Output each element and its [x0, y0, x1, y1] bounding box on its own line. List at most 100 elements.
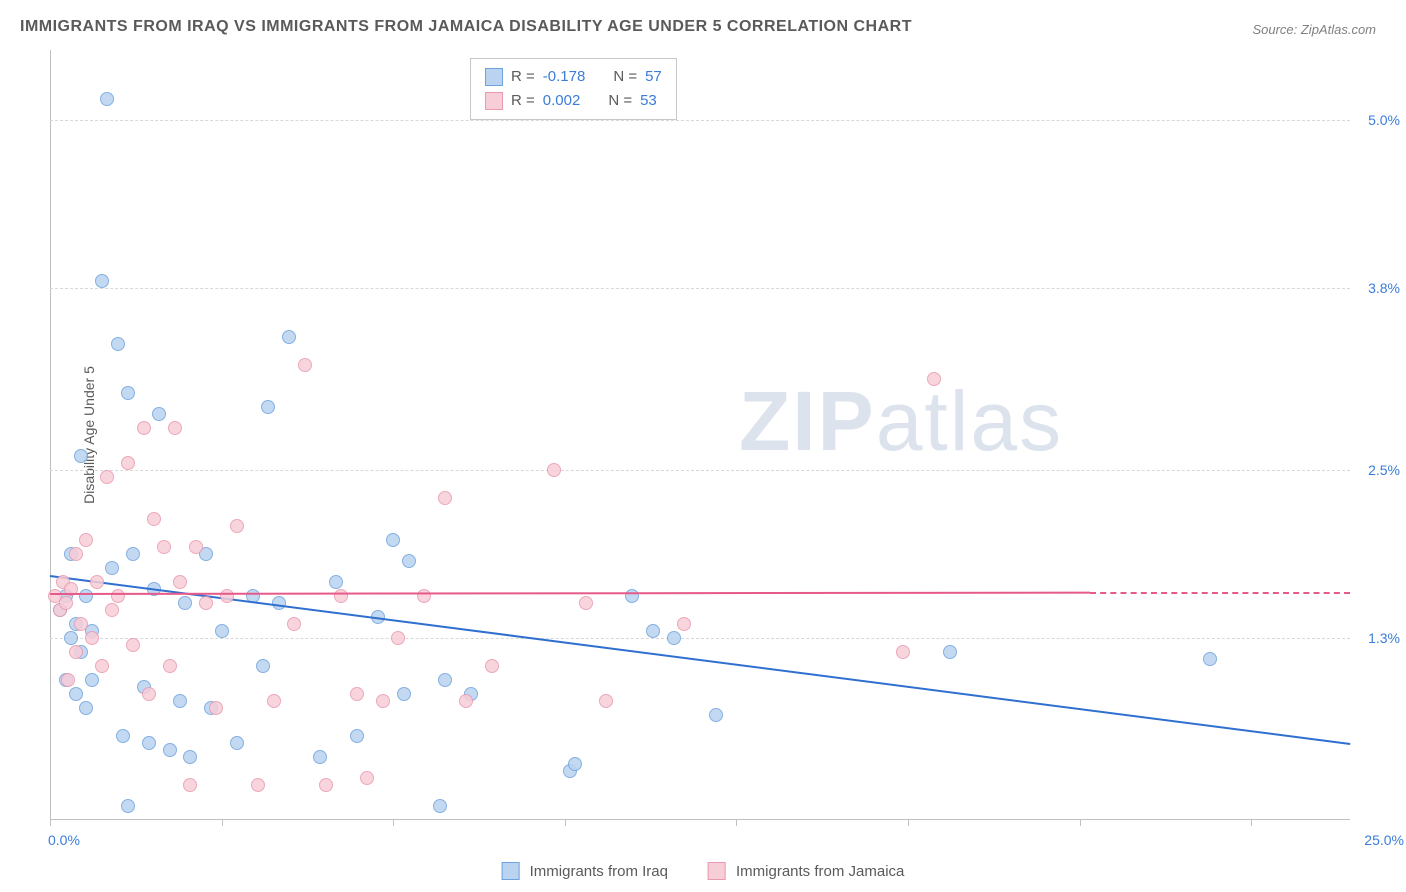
- data-point: [85, 631, 99, 645]
- data-point: [142, 687, 156, 701]
- data-point: [209, 701, 223, 715]
- data-point: [64, 631, 78, 645]
- correlation-legend: R = -0.178 N = 57 R = 0.002 N = 53: [470, 58, 677, 120]
- grid-line: [50, 288, 1350, 289]
- data-point: [168, 421, 182, 435]
- data-point: [709, 708, 723, 722]
- data-point: [402, 554, 416, 568]
- data-point: [896, 645, 910, 659]
- data-point: [85, 673, 99, 687]
- data-point: [677, 617, 691, 631]
- data-point: [251, 778, 265, 792]
- data-point: [74, 449, 88, 463]
- data-point: [568, 757, 582, 771]
- data-point: [282, 330, 296, 344]
- legend-swatch-jamaica: [485, 92, 503, 110]
- x-tick-mark: [908, 820, 909, 826]
- data-point: [261, 400, 275, 414]
- data-point: [116, 729, 130, 743]
- data-point: [121, 799, 135, 813]
- data-point: [313, 750, 327, 764]
- data-point: [147, 512, 161, 526]
- data-point: [319, 778, 333, 792]
- data-point: [334, 589, 348, 603]
- data-point: [386, 533, 400, 547]
- data-point: [397, 687, 411, 701]
- data-point: [178, 596, 192, 610]
- data-point: [350, 729, 364, 743]
- data-point: [329, 575, 343, 589]
- data-point: [256, 659, 270, 673]
- data-point: [74, 617, 88, 631]
- source-label: Source: ZipAtlas.com: [1252, 22, 1376, 37]
- legend-n-label: N =: [613, 65, 637, 89]
- data-point: [126, 547, 140, 561]
- data-point: [79, 589, 93, 603]
- data-point: [69, 547, 83, 561]
- regression-line: [50, 575, 1350, 745]
- data-point: [625, 589, 639, 603]
- data-point: [173, 694, 187, 708]
- legend-r-iraq: -0.178: [543, 65, 586, 89]
- data-point: [111, 337, 125, 351]
- bottom-legend: Immigrants from Iraq Immigrants from Jam…: [502, 862, 905, 880]
- data-point: [230, 736, 244, 750]
- y-tick-label: 1.3%: [1368, 630, 1400, 646]
- data-point: [69, 645, 83, 659]
- data-point: [163, 659, 177, 673]
- grid-line: [50, 638, 1350, 639]
- data-point: [163, 743, 177, 757]
- bottom-swatch-iraq: [502, 862, 520, 880]
- x-tick-mark: [1080, 820, 1081, 826]
- regression-line-dashed: [1090, 592, 1350, 594]
- x-tick-left: 0.0%: [48, 832, 80, 848]
- data-point: [350, 687, 364, 701]
- y-tick-label: 3.8%: [1368, 280, 1400, 296]
- data-point: [433, 799, 447, 813]
- data-point: [360, 771, 374, 785]
- bottom-legend-jamaica: Immigrants from Jamaica: [708, 862, 904, 880]
- data-point: [417, 589, 431, 603]
- data-point: [100, 470, 114, 484]
- legend-row-jamaica: R = 0.002 N = 53: [485, 89, 662, 113]
- data-point: [79, 533, 93, 547]
- legend-n-label: N =: [608, 89, 632, 113]
- data-point: [105, 561, 119, 575]
- data-point: [173, 575, 187, 589]
- bottom-label-jamaica: Immigrants from Jamaica: [736, 863, 904, 880]
- data-point: [121, 456, 135, 470]
- data-point: [183, 778, 197, 792]
- plot-region: 1.3%2.5%3.8%5.0%: [50, 50, 1350, 820]
- bottom-swatch-jamaica: [708, 862, 726, 880]
- data-point: [59, 596, 73, 610]
- x-axis: [50, 819, 1350, 820]
- data-point: [100, 92, 114, 106]
- x-tick-mark: [50, 820, 51, 826]
- data-point: [69, 687, 83, 701]
- data-point: [126, 638, 140, 652]
- data-point: [90, 575, 104, 589]
- data-point: [111, 589, 125, 603]
- data-point: [220, 589, 234, 603]
- data-point: [95, 274, 109, 288]
- data-point: [547, 463, 561, 477]
- chart-area: Disability Age Under 5 ZIPatlas 1.3%2.5%…: [50, 50, 1350, 820]
- legend-row-iraq: R = -0.178 N = 57: [485, 65, 662, 89]
- y-axis: [50, 50, 51, 820]
- data-point: [579, 596, 593, 610]
- x-tick-mark: [736, 820, 737, 826]
- legend-r-label: R =: [511, 65, 535, 89]
- data-point: [142, 736, 156, 750]
- data-point: [189, 540, 203, 554]
- data-point: [646, 624, 660, 638]
- data-point: [376, 694, 390, 708]
- data-point: [599, 694, 613, 708]
- x-tick-mark: [1251, 820, 1252, 826]
- data-point: [438, 491, 452, 505]
- data-point: [183, 750, 197, 764]
- regression-line: [50, 592, 1090, 595]
- data-point: [95, 659, 109, 673]
- x-tick-mark: [222, 820, 223, 826]
- data-point: [121, 386, 135, 400]
- data-point: [287, 617, 301, 631]
